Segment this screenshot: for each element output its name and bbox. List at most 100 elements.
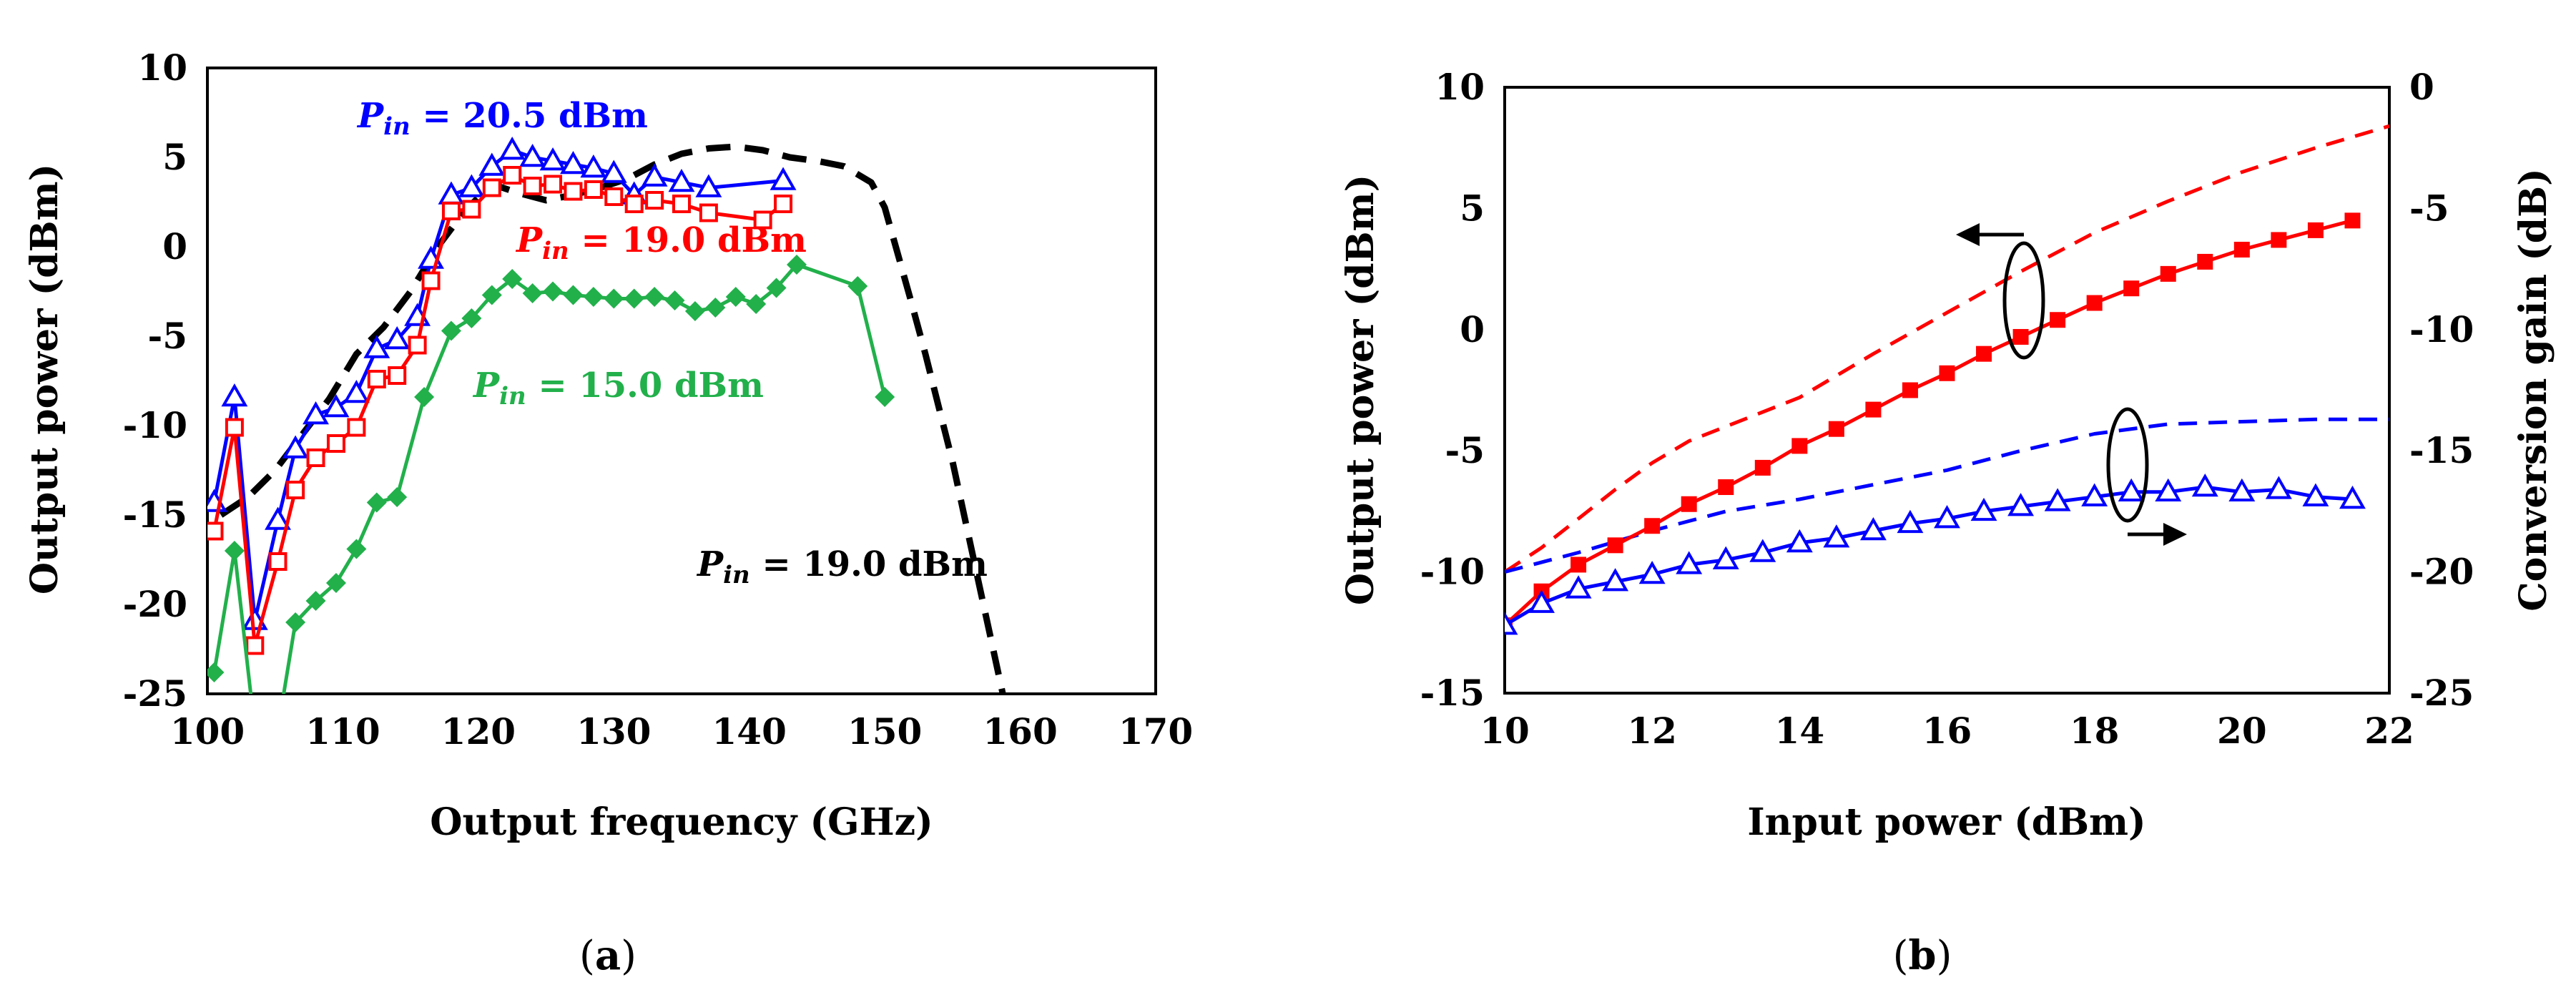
- chart-a-series-2-p-in-15-0-dbm-point: [461, 308, 482, 328]
- chart-a-series-2-p-in-15-0-dbm-point: [875, 387, 895, 407]
- chart-b-series-1-conversion-gain-point: [1970, 497, 1997, 521]
- chart-a-series-3-p-in-19-0-dbm: [219, 143, 1006, 694]
- chart-a-series-2-p-in-15-0-dbm-point: [325, 573, 346, 593]
- chart-b-y2-tick-label: -25: [2409, 672, 2474, 714]
- chart-a-y-tick-label: -25: [123, 672, 187, 715]
- chart-b-series-1-conversion-gain-point: [1638, 560, 1666, 584]
- chart-a-series-2-p-in-15-0-dbm-point: [207, 662, 225, 682]
- chart-b-y-tick-label: -15: [1420, 672, 1485, 714]
- chart-a-series-2-p-in-15-0-dbm-point: [285, 612, 306, 632]
- chart-b-series-0-output-power-point: [1939, 365, 1955, 381]
- chart-a-series-2-p-in-15-0-dbm-point: [766, 278, 787, 298]
- chart-a-marks: [207, 136, 1006, 740]
- chart-b-y-tick-label: 5: [1460, 187, 1485, 229]
- chart-a-series-2-p-in-15-0-dbm-point: [583, 287, 604, 307]
- chart-a-series-0-p-in-20-5-dbm-point: [668, 168, 695, 192]
- chart-a-series-2-p-in-15-0-dbm-point: [441, 320, 461, 341]
- chart-b-series-1-conversion-gain-point: [2265, 476, 2292, 499]
- chart-a-series-0-p-in-20-5-dbm-point: [383, 325, 411, 350]
- chart-a-series-0-p-in-20-5-dbm-point: [539, 147, 566, 171]
- chart-a-series-1-p-in-19-0-dbm-point: [753, 210, 772, 230]
- chart-a-series-0-p-in-20-5-dbm-point: [641, 163, 668, 187]
- chart-b-series-0-output-power-point: [1607, 537, 1623, 554]
- chart-a-series-2-p-in-15-0-dbm-point: [387, 487, 408, 507]
- chart-b-series-0-output-power-point: [1865, 401, 1882, 418]
- chart-a-series-1-p-in-19-0-dbm-point: [225, 418, 244, 437]
- chart-b-conversion-gain-ellipse: [2106, 407, 2149, 523]
- chart-b-series-0-output-power-point: [1718, 479, 1734, 496]
- chart-b-series-1-conversion-gain-point: [2044, 488, 2071, 511]
- chart-a-x-tick-label: 110: [305, 710, 380, 753]
- chart-b-series-0-output-power-point: [1828, 421, 1844, 437]
- chart-a-series-0-p-in-20-5-dbm-point: [343, 379, 370, 403]
- chart-a-series-1-p-in-19-0-dbm-point: [268, 552, 287, 571]
- chart-a-series-0-p-in-20-5-dbm-point: [695, 174, 722, 197]
- chart-b-series-0-output-power-point: [2344, 212, 2361, 229]
- chart-a-x-tick-labels: 100 110 120 130 140 150 160 170: [170, 710, 1193, 753]
- chart-a-y-tick-label: -20: [123, 583, 187, 625]
- chart-a-x-tick-label: 130: [576, 710, 651, 753]
- chart-b-series-0-output-power-point: [2197, 253, 2213, 270]
- chart-b-y2-tick-label: -20: [2409, 551, 2474, 593]
- chart-b-series-1-conversion-gain-point: [1823, 524, 1850, 548]
- chart-a-x-tick-label: 150: [847, 710, 922, 753]
- chart-b-y2-tick-labels: 0 -5 -10 -15 -20 -25: [2409, 66, 2474, 714]
- chart-b-series-0-output-power: [1505, 212, 2361, 634]
- chart-a-annotation-20-5: Pin = 20.5 dBm: [356, 96, 648, 141]
- chart-a-series-1-p-in-19-0-dbm-point: [584, 180, 603, 199]
- chart-b-series-0-output-power-point: [2233, 241, 2250, 258]
- chart-a-series-1-p-in-19-0-dbm-point: [367, 370, 386, 388]
- chart-a-series-1-p-in-19-0-dbm-point: [388, 366, 407, 385]
- chart-b-x-tick-label: 18: [2070, 710, 2120, 752]
- chart-a-y-tick-label: 5: [162, 136, 187, 178]
- chart-a-x-tick-label: 120: [441, 710, 516, 753]
- chart-a-series-0-p-in-20-5-dbm-point: [498, 136, 526, 160]
- chart-a-series-3-p-in-19-0-dbm-line: [219, 143, 1006, 694]
- chart-a-annotation-19-0-red: Pin = 19.0 dBm: [515, 220, 807, 265]
- chart-a-series-2-p-in-15-0-dbm-point: [224, 541, 245, 561]
- chart-b-series-1-conversion-gain-point: [2118, 478, 2145, 502]
- chart-b-series-1-conversion-gain-point: [2228, 478, 2256, 502]
- chart-a-series-1-p-in-19-0-dbm-point: [326, 434, 345, 453]
- chart-a-y-tick-label: -15: [123, 494, 187, 536]
- chart-b-series-1-conversion-gain-point: [2007, 493, 2035, 516]
- chart-b-caption: (b): [1893, 932, 1952, 979]
- chart-a-series-2-p-in-15-0-dbm-point: [644, 287, 665, 307]
- chart-b-x-tick-labels: 10 12 14 16 18 20 22: [1480, 710, 2414, 752]
- chart-b-y-tick-label: -10: [1420, 551, 1485, 593]
- chart-a-series-2-p-in-15-0-dbm-point: [684, 301, 705, 321]
- chart-a-series-0-p-in-20-5-dbm-point: [282, 435, 309, 459]
- chart-a-series-1-p-in-19-0-dbm-point: [699, 203, 718, 222]
- chart-a-y-tick-labels: 10 5 0 -5 -10 -15 -20 -25: [123, 46, 187, 715]
- chart-a-series-0-p-in-20-5-dbm-point: [478, 152, 506, 176]
- chart-b-series-1-conversion-gain-point: [1897, 509, 1924, 534]
- chart-a-series-2-p-in-15-0-dbm-point: [481, 285, 502, 305]
- chart-b-marks: [1505, 124, 2389, 635]
- chart-a-series-1-p-in-19-0-dbm-point: [462, 200, 481, 219]
- chart-a-series-2-p-in-15-0-dbm-point: [563, 285, 584, 305]
- chart-a-series-1-p-in-19-0-dbm-point: [672, 195, 691, 213]
- chart-b-series-1-conversion-gain: [1505, 473, 2366, 635]
- chart-a-series-2-p-in-15-0-dbm-point: [604, 288, 624, 309]
- chart-b-plot-frame: [1503, 86, 2391, 695]
- chart-b-series-3-conversion-gain-simulated-line: [1505, 417, 2389, 574]
- chart-a-series-1-p-in-19-0-dbm-point: [503, 166, 522, 185]
- chart-a-series-2-p-in-15-0-dbm-point: [522, 283, 543, 303]
- chart-a-series-2-p-in-15-0-dbm-point: [268, 720, 288, 740]
- chart-b-x-tick-label: 14: [1775, 710, 1825, 752]
- chart-b-series-1-conversion-gain-point: [2155, 478, 2182, 502]
- chart-b-y-tick-label: 0: [1460, 308, 1485, 351]
- chart-a-x-axis-title: Output frequency (GHz): [430, 800, 933, 844]
- chart-a-x-tick-label: 140: [712, 710, 787, 753]
- chart-b-series-1-conversion-gain-point: [1749, 539, 1776, 562]
- chart-a-series-1-p-in-19-0-dbm-point: [286, 481, 305, 499]
- chart-b-series-0-output-power-point: [2012, 328, 2029, 345]
- chart-b-series-0-output-power-point: [2271, 232, 2287, 248]
- chart-a-series-0-p-in-20-5-dbm-point: [303, 401, 329, 425]
- chart-b-left-arrow-head: [1956, 223, 1980, 246]
- chart-b-y2-axis-title: Conversion gain (dB): [2512, 168, 2555, 611]
- chart-b-series-0-output-power-point: [1976, 345, 1992, 362]
- chart-a-series-1-p-in-19-0-dbm-point: [207, 521, 224, 541]
- chart-a-series-0-p-in-20-5-dbm-point: [560, 150, 586, 175]
- chart-b-series-1-conversion-gain-point: [1565, 575, 1592, 599]
